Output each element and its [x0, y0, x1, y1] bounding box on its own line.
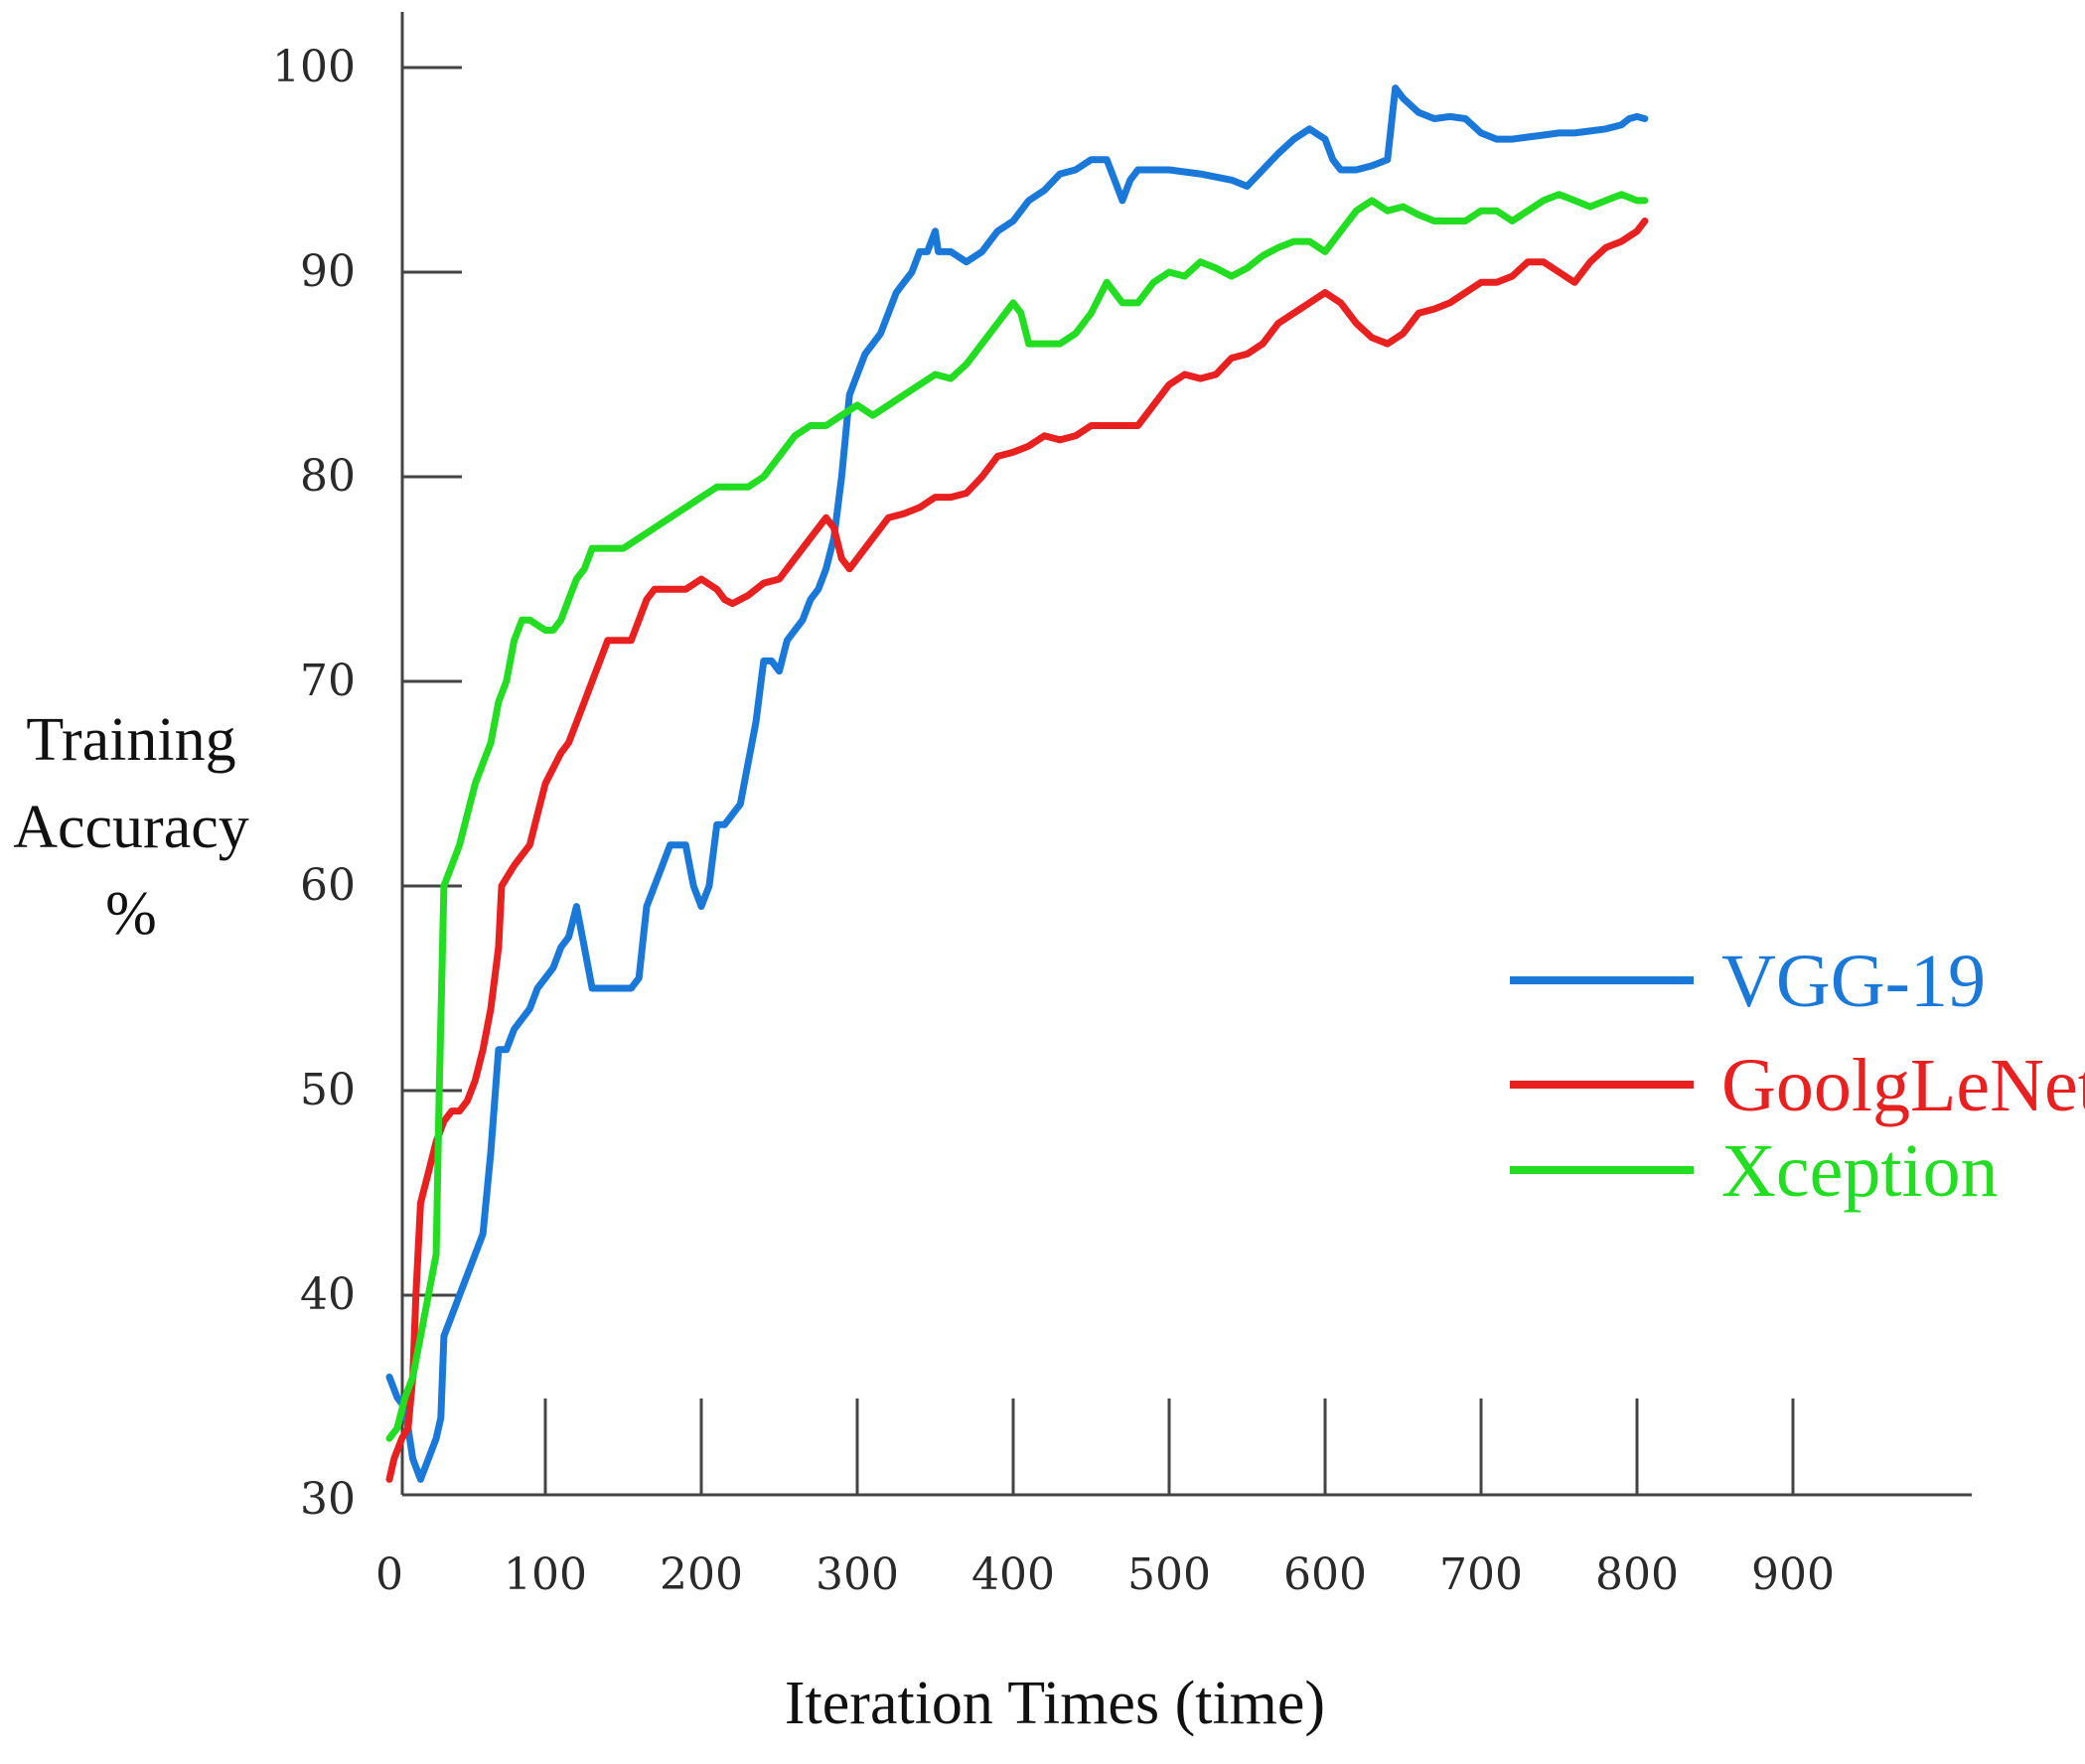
x-tick-label: 300	[816, 1549, 899, 1600]
x-tick-label: 600	[1283, 1549, 1367, 1600]
y-axis-title-line: Training	[26, 706, 235, 774]
x-tick-label: 900	[1751, 1549, 1835, 1600]
y-tick-label: 90	[300, 246, 356, 297]
y-axis-title-line: Accuracy	[13, 794, 249, 861]
axes: 30 40 50 60 70 80 90 100 0 100 200 300 400 500 600 700 8…	[272, 12, 1972, 1600]
x-tick-label: 100	[504, 1549, 587, 1600]
y-tick-label: 30	[300, 1474, 356, 1525]
series-line-xception	[385, 191, 1649, 1442]
x-tick-label: 700	[1439, 1549, 1523, 1600]
legend-label: Xception	[1721, 1129, 1999, 1213]
y-tick-label: 40	[300, 1269, 356, 1320]
x-axis-title: Iteration Times (time)	[785, 1670, 1325, 1737]
y-tick-label: 50	[300, 1065, 356, 1115]
y-tick-label: 60	[300, 860, 356, 911]
series-line-vgg-19	[385, 84, 1649, 1483]
y-tick-label: 70	[300, 656, 356, 706]
x-tick-label: 0	[375, 1549, 403, 1600]
legend-label: VGG-19	[1721, 940, 1986, 1023]
series-layer	[385, 84, 1649, 1483]
axis-titles: Iteration Times (time) Training Accuracy%	[13, 706, 1325, 1737]
series-line-goolglenet	[385, 218, 1649, 1483]
x-tick-label: 200	[660, 1549, 743, 1600]
x-tick-label: 400	[971, 1549, 1055, 1600]
y-axis-title-line: %	[105, 880, 157, 948]
legend-label: GoolgLeNet	[1721, 1044, 2085, 1127]
y-tick-label: 100	[272, 42, 356, 92]
x-tick-label: 800	[1595, 1549, 1679, 1600]
x-tick-label: 500	[1127, 1549, 1211, 1600]
y-tick-label: 80	[300, 451, 356, 502]
